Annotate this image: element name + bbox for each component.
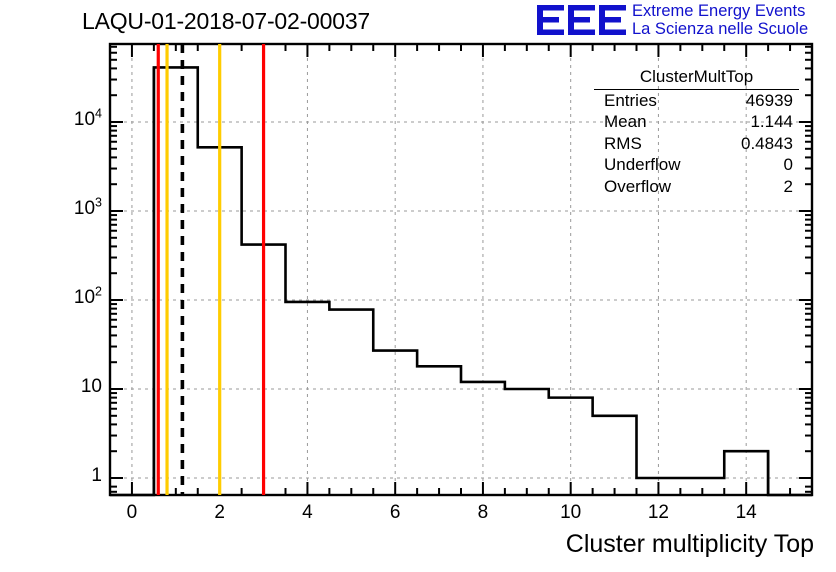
y-axis-tick-label: 104	[73, 106, 102, 130]
y-axis-tick-label: 1	[91, 465, 102, 486]
x-axis-tick-label: 6	[389, 502, 401, 523]
stats-row-key: Underflow	[604, 155, 681, 174]
stats-row: Entries 46939	[594, 90, 799, 112]
eee-logo-mark	[537, 5, 626, 35]
x-axis-tick-label: 0	[126, 502, 138, 523]
stats-row-key: Mean	[604, 112, 647, 131]
x-axis-title: Cluster multiplicity Top	[565, 530, 814, 558]
stats-box-title: ClusterMultTop	[594, 66, 799, 90]
x-axis-tick-label: 12	[647, 502, 670, 523]
page-title: LAQU-01-2018-07-02-00037	[82, 8, 371, 34]
x-axis-tick-label: 10	[560, 502, 582, 523]
axis-frame	[108, 42, 814, 497]
y-axis-tick-label: 103	[73, 195, 102, 219]
eee-logo-line2: La Scienza nelle Scuole	[632, 20, 809, 38]
stats-row: RMS 0.4843	[594, 133, 799, 155]
stats-row-value: 1.144	[750, 112, 793, 131]
stats-row-key: Entries	[604, 90, 657, 110]
x-axis-tick-label: 8	[477, 502, 489, 523]
eee-logo: Extreme Energy Events La Scienza nelle S…	[536, 2, 836, 42]
stats-row-key: Overflow	[604, 176, 672, 196]
stats-row: Underflow 0	[594, 154, 799, 176]
y-axis-tick-label: 102	[73, 284, 102, 308]
marker-lines	[156, 44, 266, 495]
grid-lines	[110, 44, 812, 495]
stats-box: ClusterMultTop Entries 46939 Mean 1.144 RMS 0…	[594, 66, 799, 197]
stats-row: Mean 1.144	[594, 111, 799, 133]
stats-row-value: 46939	[745, 90, 793, 110]
stats-row-value: 2	[783, 176, 793, 196]
stats-row: Overflow 2	[594, 176, 799, 198]
eee-logo-text: Extreme Energy Events La Scienza nelle S…	[632, 2, 808, 38]
stats-row-value: 0.4843	[741, 133, 793, 153]
histogram-curve	[110, 66, 812, 497]
eee-logo-line1: Extreme Energy Events	[632, 2, 806, 20]
stats-row-value: 0	[783, 155, 793, 174]
x-axis-tick-label: 14	[735, 502, 757, 523]
x-axis-tick-label: 4	[302, 502, 313, 523]
x-axis-tick-label: 2	[214, 502, 225, 523]
stats-row-key: RMS	[604, 133, 642, 153]
y-axis-tick-label: 10	[80, 376, 102, 397]
